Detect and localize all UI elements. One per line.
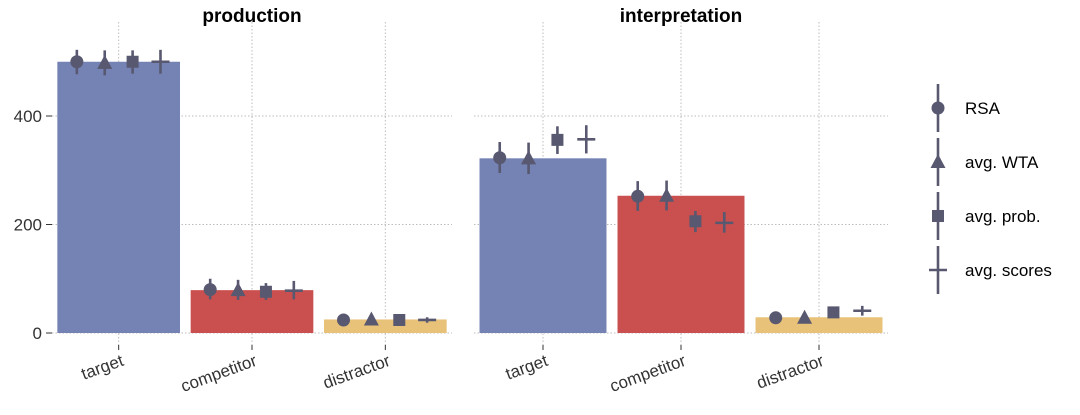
legend-layer: RSA avg. WTA avg. prob. avg. scores — [929, 84, 1052, 294]
point-triangle-production-competitor — [230, 282, 246, 297]
legend-label-square: avg. prob. — [965, 207, 1041, 226]
legend-label-cross: avg. scores — [965, 261, 1052, 280]
legend-key-square — [932, 210, 944, 222]
point-triangle-interpretation-target — [521, 150, 537, 165]
point-circle-interpretation-distractor — [769, 311, 783, 325]
y-tick-label-400: 400 — [14, 107, 42, 126]
point-triangle-production-distractor — [363, 311, 379, 326]
bar-interpretation-distractor — [755, 317, 883, 333]
legend-label-triangle: avg. WTA — [965, 153, 1039, 172]
x-tick-label-interpretation-competitor: competitor — [607, 351, 688, 396]
point-circle-production-competitor — [203, 283, 217, 297]
point-square-interpretation-competitor — [689, 215, 702, 228]
x-tick-label-production-distractor: distractor — [320, 351, 393, 393]
marker-layer — [70, 49, 872, 327]
facet-title-production: production — [202, 6, 301, 27]
bar-production-target — [57, 61, 181, 333]
point-circle-interpretation-target — [493, 151, 507, 165]
point-square-interpretation-target — [551, 133, 564, 146]
point-circle-production-target — [70, 55, 84, 69]
point-circle-interpretation-competitor — [631, 189, 645, 203]
point-square-production-distractor — [393, 313, 406, 326]
facet-title-interpretation: interpretation — [620, 6, 742, 27]
bar-production-distractor — [324, 319, 447, 333]
point-square-production-competitor — [259, 285, 272, 298]
point-triangle-interpretation-distractor — [797, 309, 813, 324]
point-circle-production-distractor — [337, 313, 351, 327]
point-square-interpretation-distractor — [827, 306, 840, 319]
x-tick-label-interpretation-distractor: distractor — [754, 351, 827, 393]
y-tick-label-0: 0 — [33, 324, 42, 343]
x-tick-label-interpretation-target: target — [503, 351, 551, 384]
bar-layer — [57, 61, 883, 333]
x-tick-label-production-competitor: competitor — [178, 351, 259, 396]
legend-key-circle — [931, 101, 945, 115]
legend-label-circle: RSA — [965, 99, 1001, 118]
point-triangle-interpretation-competitor — [659, 187, 675, 202]
x-tick-label-production-target: target — [79, 351, 127, 384]
bar-interpretation-target — [479, 158, 607, 333]
y-tick-label-200: 200 — [14, 216, 42, 235]
point-square-production-target — [126, 55, 139, 68]
point-triangle-production-target — [97, 54, 113, 69]
legend-key-triangle — [930, 154, 946, 168]
